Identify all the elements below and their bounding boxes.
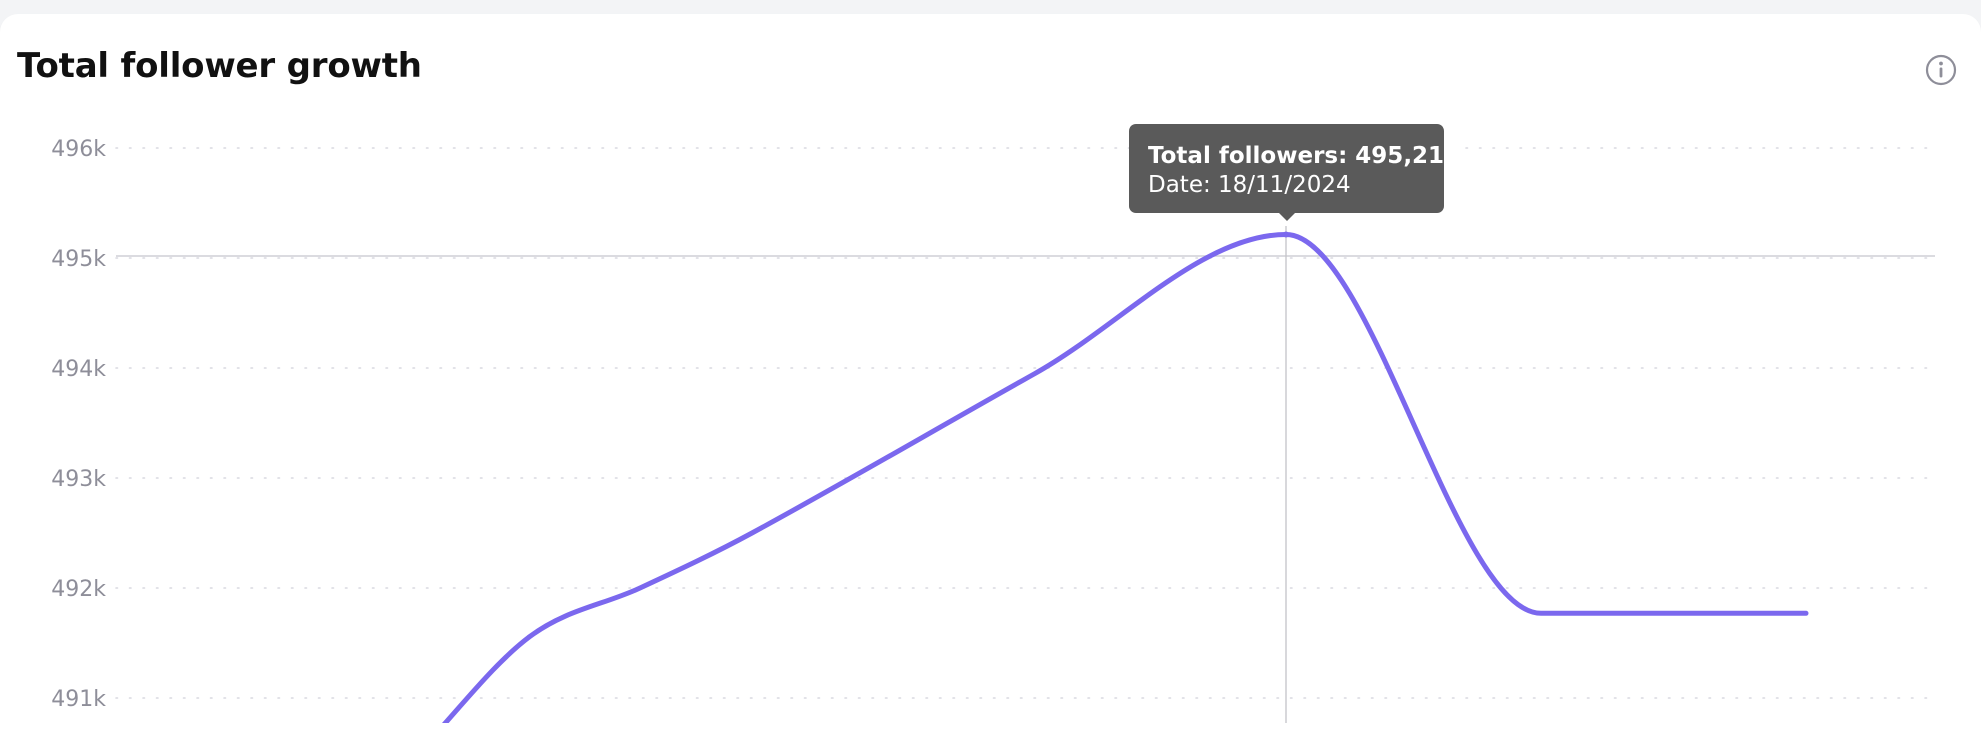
grid-layer (115, 147, 1936, 723)
tooltip-followers: Total followers: 495,214 (1148, 143, 1461, 169)
chart-card: Total follower growth (0, 14, 1981, 734)
series-layer (442, 231, 1809, 723)
series-line (442, 231, 1809, 723)
y-tick-label: 496k (51, 137, 106, 162)
y-axis-ticks: 496k 495k 494k 493k 492k 491k (51, 137, 106, 712)
chart-title: Total follower growth (17, 46, 422, 86)
y-tick-label: 495k (51, 247, 106, 272)
info-icon[interactable] (1924, 53, 1958, 87)
tooltip-date: Date: 18/11/2024 (1148, 172, 1351, 198)
y-tick-label: 494k (51, 357, 106, 382)
y-tick-label: 492k (51, 577, 106, 602)
highlighted-point (1283, 231, 1289, 238)
y-tick-label: 493k (51, 467, 106, 492)
y-tick-label: 491k (51, 687, 106, 712)
hover-tooltip: Total followers: 495,214 Date: 18/11/202… (1129, 124, 1461, 221)
